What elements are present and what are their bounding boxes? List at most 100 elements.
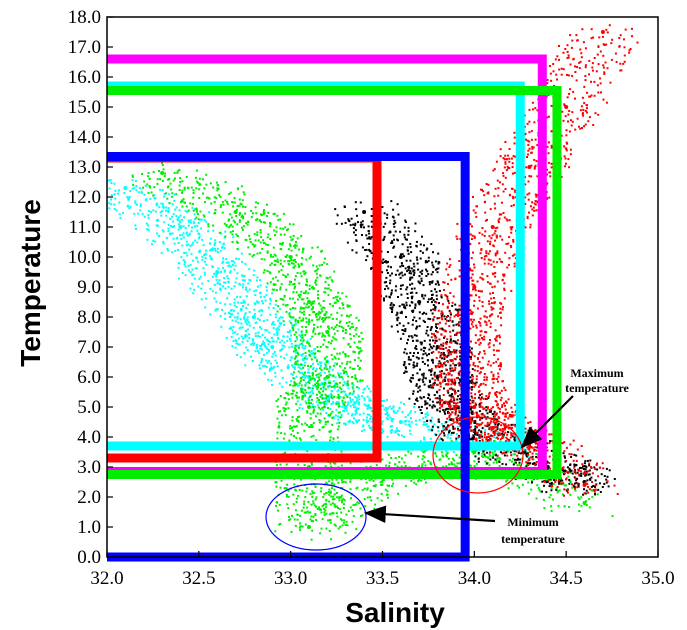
data-point <box>423 436 426 439</box>
data-point <box>283 432 286 435</box>
data-point <box>569 481 572 483</box>
data-point <box>402 324 405 327</box>
data-point <box>346 403 349 406</box>
data-point <box>221 309 224 311</box>
data-point <box>471 225 473 228</box>
data-point <box>438 420 441 423</box>
data-point <box>424 347 427 350</box>
data-point <box>152 194 155 197</box>
data-point <box>333 301 336 304</box>
data-point <box>563 505 566 508</box>
data-point <box>298 346 300 349</box>
data-point <box>382 430 385 432</box>
data-point <box>560 175 563 178</box>
data-point <box>230 260 233 263</box>
data-point <box>471 368 474 371</box>
data-point <box>311 319 313 322</box>
data-point <box>580 467 583 470</box>
data-point <box>580 56 583 59</box>
data-point <box>248 321 251 324</box>
data-point <box>547 115 550 118</box>
data-point <box>301 398 304 401</box>
data-point <box>268 348 270 351</box>
data-point <box>606 67 609 70</box>
data-point <box>619 69 622 72</box>
data-point <box>197 218 200 221</box>
data-point <box>161 189 164 192</box>
data-point <box>494 187 497 190</box>
data-point <box>182 236 185 239</box>
data-point <box>215 275 217 278</box>
data-point <box>346 380 349 383</box>
data-point <box>354 229 357 232</box>
data-point <box>394 289 397 292</box>
data-point <box>437 426 440 429</box>
data-point <box>193 277 196 280</box>
data-point <box>328 488 331 491</box>
data-point <box>406 238 408 241</box>
data-point <box>320 419 322 422</box>
data-point <box>268 369 271 372</box>
data-point <box>321 263 323 266</box>
data-point <box>279 395 282 397</box>
data-point <box>564 165 566 168</box>
data-point <box>292 329 295 332</box>
data-point <box>421 465 423 468</box>
data-point <box>294 275 297 278</box>
data-point <box>161 210 164 213</box>
data-point <box>434 260 437 263</box>
data-point <box>195 187 198 190</box>
data-point <box>443 358 446 360</box>
data-point <box>330 402 333 405</box>
data-point <box>410 421 413 424</box>
data-point <box>473 460 476 463</box>
data-point <box>496 456 499 459</box>
data-point <box>602 64 605 67</box>
data-point <box>345 520 348 523</box>
data-point <box>598 482 601 485</box>
data-point <box>276 214 279 217</box>
data-point <box>288 223 291 226</box>
data-point <box>418 317 421 320</box>
data-point <box>333 395 336 398</box>
data-point <box>431 293 434 296</box>
data-point <box>388 465 391 468</box>
data-point <box>295 500 298 503</box>
data-point <box>333 462 335 465</box>
data-point <box>393 219 396 222</box>
data-point <box>530 488 533 491</box>
data-point <box>114 197 117 200</box>
data-point <box>314 478 317 481</box>
data-point <box>550 509 553 512</box>
data-point <box>291 392 294 395</box>
data-point <box>380 492 383 495</box>
data-point <box>205 220 208 223</box>
data-point <box>251 315 256 319</box>
data-point <box>335 222 338 225</box>
data-point <box>396 269 399 272</box>
data-point <box>353 401 356 404</box>
data-point <box>231 201 234 204</box>
data-point <box>200 298 203 301</box>
data-point <box>202 192 204 195</box>
data-point <box>426 270 429 273</box>
data-point <box>348 315 351 318</box>
data-point <box>295 402 298 405</box>
data-point <box>412 390 415 393</box>
data-point <box>251 338 254 341</box>
data-point <box>297 328 300 331</box>
data-point <box>353 359 356 361</box>
data-point <box>318 302 320 305</box>
data-point <box>237 187 239 190</box>
data-point <box>214 209 217 211</box>
data-point <box>512 239 515 241</box>
data-point <box>563 455 566 458</box>
data-point <box>392 246 395 249</box>
data-point <box>450 313 452 316</box>
data-point <box>319 408 322 411</box>
data-point <box>172 220 175 223</box>
data-point <box>303 500 306 503</box>
data-point <box>311 403 314 406</box>
data-point <box>290 356 293 359</box>
data-point <box>335 324 338 326</box>
